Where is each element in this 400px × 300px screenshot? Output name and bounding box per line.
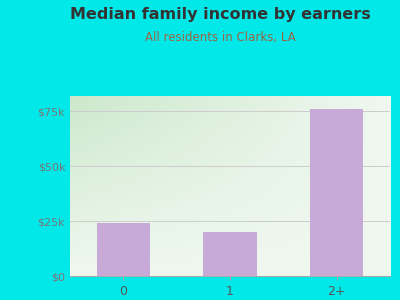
Text: Median family income by earners: Median family income by earners	[70, 8, 370, 22]
Text: All residents in Clarks, LA: All residents in Clarks, LA	[145, 32, 295, 44]
Bar	[97, 223, 150, 276]
Bar	[203, 232, 257, 276]
Bar	[310, 109, 363, 276]
